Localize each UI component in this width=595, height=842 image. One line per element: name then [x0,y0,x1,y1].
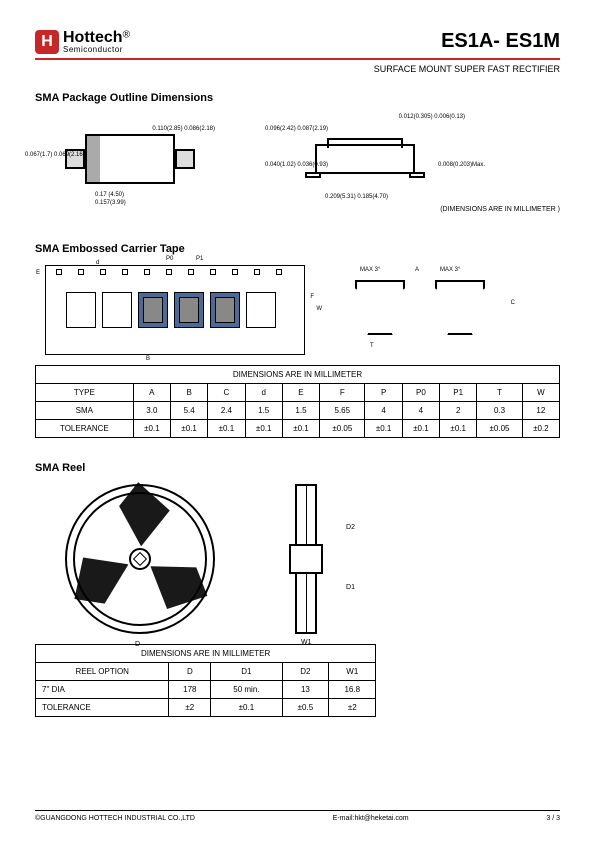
logo-icon: H [35,30,59,54]
reel-dimensions-table: DIMENSIONS ARE IN MILLIMETER REEL OPTION… [35,644,376,717]
tape-side-view: MAX 3° A MAX 3° C T [345,275,515,345]
subtitle: SURFACE MOUNT SUPER FAST RECTIFIER [35,64,560,74]
footer-right: 3 / 3 [546,815,560,822]
section1-title: SMA Package Outline Dimensions [35,92,560,104]
footer-left: ©GUANGDONG HOTTECH INDUSTRIAL CO.,LTD [35,815,195,822]
reel-side-view: D2 D1 W1 [275,484,355,634]
footer-mid: E-mail:hkt@heketai.com [333,815,409,822]
tape-dimensions-table: DIMENSIONS ARE IN MILLIMETER TYPEA BC dE… [35,365,560,438]
section2-title: SMA Embossed Carrier Tape [35,243,560,255]
tape-table-row-tol: TOLERANCE±0.1 ±0.1±0.1 ±0.1±0.1 ±0.05±0.… [36,420,560,438]
logo: H Hottech® Semiconductor [35,30,130,54]
reel-front-view: D [65,484,215,634]
package-drawings: 0.067(1.7) 0.069(2.16) 0.110(2.85) 0.086… [35,114,560,204]
section3-title: SMA Reel [35,462,560,474]
tape-top-view: P0 P1 d E F W B [45,265,305,355]
page-footer: ©GUANGDONG HOTTECH INDUSTRIAL CO.,LTD E-… [35,810,560,822]
package-top-view: 0.067(1.7) 0.069(2.16) 0.110(2.85) 0.086… [45,114,205,204]
carrier-tape-drawings: P0 P1 d E F W B MAX 3° A MAX 3° C T [35,265,560,355]
tape-table-row-sma: SMA3.0 5.42.4 1.51.5 5.654 42 0.312 [36,402,560,420]
logo-main: Hottech [63,29,123,46]
tape-table-cols: TYPEA BC dE FP P0P1 TW [36,384,560,402]
header-rule [35,58,560,60]
dim-note: (DIMENSIONS ARE IN MILLIMETER ) [35,206,560,213]
package-side-view: 0.012(0.305) 0.006(0.13) 0.096(2.42) 0.0… [265,114,465,204]
reel-drawings: D D2 D1 W1 [35,484,560,634]
part-number: ES1A- ES1M [441,30,560,53]
page-header: H Hottech® Semiconductor ES1A- ES1M [35,30,560,54]
logo-sub: Semiconductor [63,46,130,54]
